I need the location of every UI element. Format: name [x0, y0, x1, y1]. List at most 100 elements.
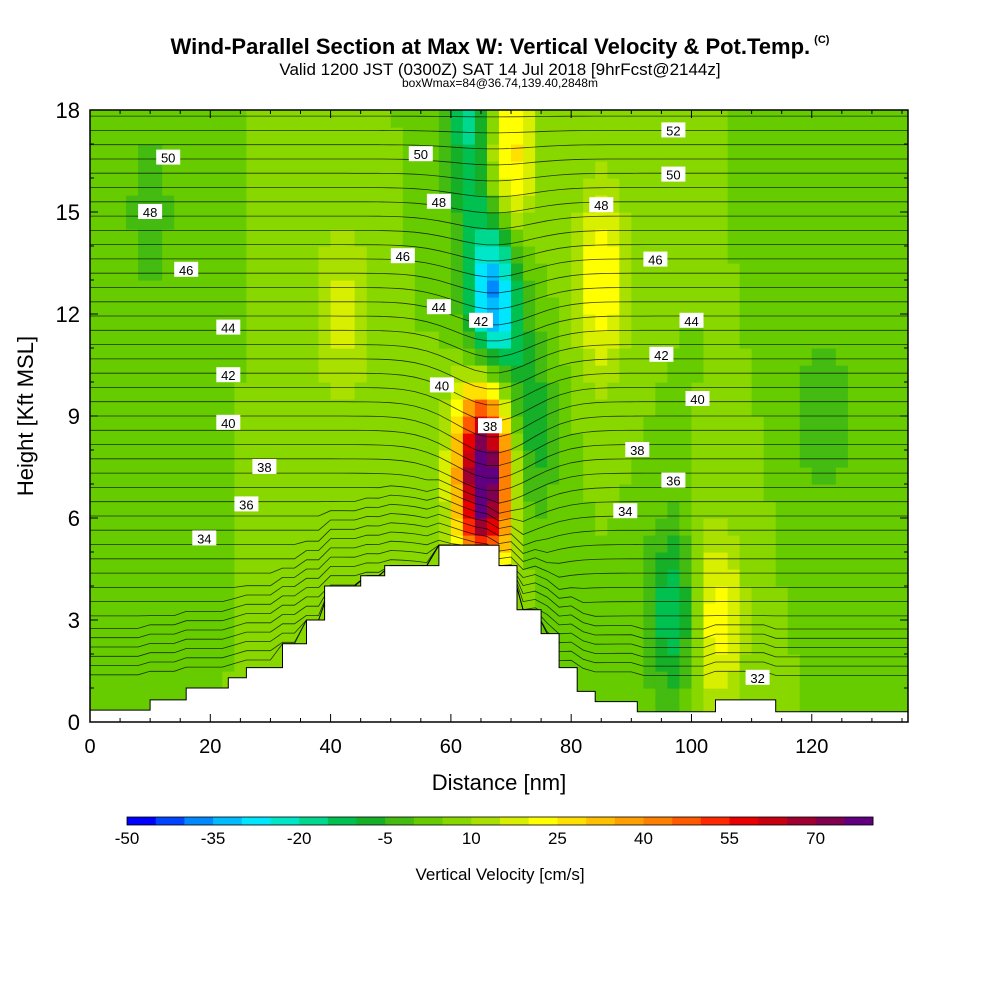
velocity-cell — [402, 348, 416, 366]
velocity-cell — [727, 518, 741, 536]
velocity-cell — [787, 263, 801, 281]
velocity-cell — [763, 365, 777, 383]
velocity-cell — [318, 229, 332, 247]
isentrope-line — [90, 287, 908, 310]
velocity-cell — [547, 348, 560, 366]
velocity-cell — [318, 569, 332, 587]
velocity-cell — [126, 501, 139, 519]
velocity-cell — [859, 229, 873, 247]
velocity-cell — [883, 382, 897, 400]
velocity-cell — [571, 535, 584, 553]
velocity-cell — [438, 416, 452, 434]
velocity-cell — [811, 382, 825, 400]
velocity-cell — [823, 144, 837, 162]
velocity-cell — [775, 637, 789, 655]
velocity-cell — [222, 637, 235, 655]
velocity-cell — [126, 535, 139, 553]
velocity-cell — [667, 569, 680, 587]
velocity-cell — [282, 161, 296, 179]
velocity-cell — [138, 331, 151, 349]
velocity-cell — [138, 688, 151, 706]
velocity-cell — [559, 263, 572, 281]
velocity-cell — [234, 348, 247, 366]
velocity-cell — [126, 161, 139, 179]
velocity-cell — [739, 484, 753, 502]
velocity-cell — [402, 450, 416, 468]
velocity-cell — [234, 654, 247, 672]
velocity-cell — [174, 246, 187, 264]
velocity-cell — [511, 144, 524, 162]
velocity-cell — [775, 263, 789, 281]
velocity-cell — [126, 144, 139, 162]
velocity-cell — [474, 382, 488, 400]
velocity-cell — [715, 620, 729, 638]
velocity-cell — [535, 501, 548, 519]
velocity-cell — [751, 603, 765, 621]
velocity-cell — [835, 484, 849, 502]
velocity-cell — [583, 586, 596, 604]
velocity-cell — [691, 569, 705, 587]
velocity-cell — [222, 654, 235, 672]
velocity-cell — [703, 314, 717, 332]
velocity-cell — [90, 552, 103, 570]
velocity-cell — [523, 501, 536, 519]
velocity-cell — [679, 365, 692, 383]
velocity-cell — [246, 348, 259, 366]
velocity-cell — [751, 433, 765, 451]
velocity-cell — [703, 603, 717, 621]
velocity-cell — [883, 280, 897, 298]
velocity-cell — [727, 195, 741, 213]
velocity-cell — [547, 195, 560, 213]
velocity-cell — [823, 382, 837, 400]
velocity-cell — [102, 586, 115, 604]
velocity-cell — [246, 433, 259, 451]
velocity-cell — [474, 484, 488, 502]
velocity-cell — [186, 637, 199, 655]
velocity-cell — [354, 331, 368, 349]
velocity-cell — [438, 161, 452, 179]
velocity-cell — [811, 586, 825, 604]
velocity-cell — [535, 416, 548, 434]
contour-label-box — [679, 312, 704, 328]
velocity-cell — [835, 195, 849, 213]
velocity-cell — [114, 178, 127, 196]
velocity-cell — [102, 399, 115, 417]
velocity-cell — [499, 212, 512, 230]
velocity-cell — [511, 178, 524, 196]
velocity-cell — [474, 144, 488, 162]
velocity-cell — [258, 535, 271, 553]
velocity-cell — [811, 110, 825, 128]
velocity-cell — [727, 586, 741, 604]
velocity-cell — [535, 450, 548, 468]
velocity-cell — [643, 229, 656, 247]
velocity-cell — [366, 484, 380, 502]
velocity-cell — [523, 552, 536, 570]
velocity-cell — [763, 297, 777, 315]
velocity-cell — [799, 688, 813, 706]
velocity-cell — [306, 331, 320, 349]
contour-label: 40 — [221, 416, 235, 431]
velocity-cell — [703, 586, 717, 604]
velocity-cell — [787, 399, 801, 417]
velocity-cell — [174, 314, 187, 332]
velocity-cell — [751, 178, 765, 196]
velocity-cell — [462, 212, 476, 230]
velocity-cell — [607, 382, 620, 400]
velocity-cell — [246, 416, 259, 434]
velocity-cell — [739, 518, 753, 536]
x-tick-label: 0 — [84, 736, 95, 758]
velocity-cell — [246, 280, 259, 298]
velocity-cell — [703, 688, 717, 706]
velocity-cell — [366, 314, 380, 332]
velocity-cell — [871, 195, 885, 213]
velocity-cell — [835, 501, 849, 519]
velocity-cell — [90, 195, 103, 213]
velocity-cell — [655, 654, 668, 672]
velocity-cell — [583, 382, 596, 400]
velocity-cell — [511, 229, 524, 247]
velocity-cell — [306, 246, 320, 264]
velocity-cell — [330, 195, 344, 213]
velocity-cell — [619, 569, 632, 587]
contour-label-box — [426, 299, 451, 315]
velocity-cell — [306, 280, 320, 298]
